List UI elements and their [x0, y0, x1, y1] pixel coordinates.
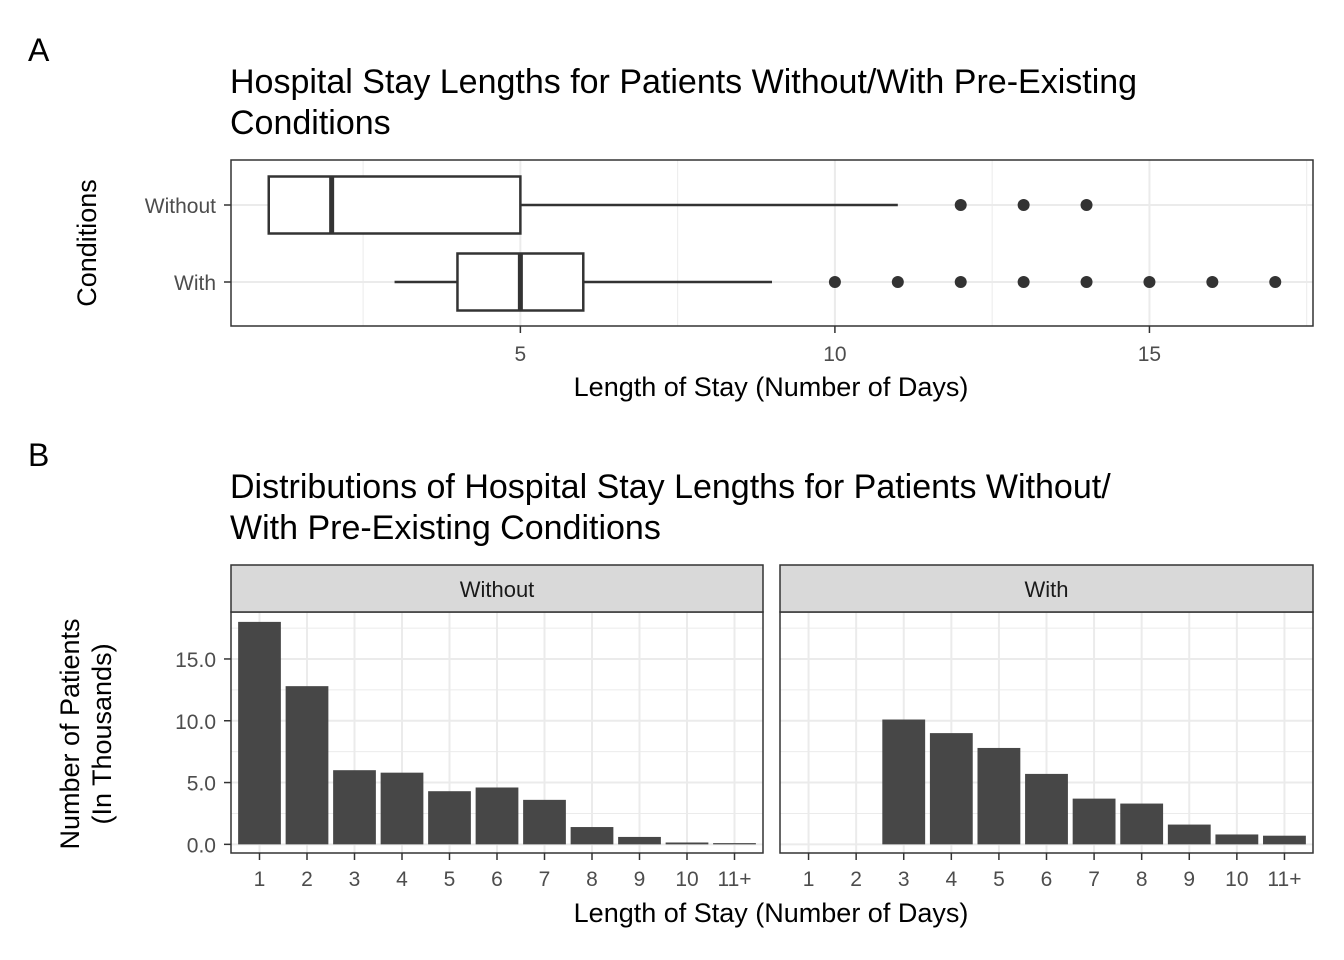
bar-without-4 [380, 772, 424, 845]
x-tick-label: 5 [444, 868, 456, 891]
x-tick-label: 5 [993, 868, 1005, 891]
bar-with-8 [1120, 803, 1164, 845]
y-tick-label: Without [145, 195, 216, 218]
outlier-point [954, 199, 967, 211]
panel-b-tag: B [28, 437, 49, 473]
outlier-point [1080, 276, 1093, 288]
bar-with-3 [882, 719, 926, 845]
facet-strip [230, 564, 764, 613]
facet-strip [779, 564, 1314, 613]
x-tick-label: 3 [898, 868, 910, 891]
y-tick-label: 10.0 [175, 711, 216, 734]
panel-a-y-axis-title: Conditions [72, 179, 102, 307]
bar-without-7 [523, 799, 566, 845]
panel-b-title-line-2: With Pre-Existing Conditions [230, 509, 661, 547]
facet-without: Without 1 2 3 4 5 6 7 8 9 10 11+ 0.0 5.0 10.0 15.0 [175, 564, 764, 891]
x-tick-label: 15 [1138, 343, 1161, 366]
outlier-point [954, 276, 967, 288]
outlier-point [1017, 276, 1030, 288]
panel-a-x-axis-title: Length of Stay (Number of Days) [574, 372, 969, 402]
panel-a-tag: A [28, 32, 50, 68]
x-tick-label: 7 [539, 868, 551, 891]
bar-with-11+ [1263, 835, 1306, 845]
facet-with: With 1 2 3 4 5 6 7 8 9 10 11+ [779, 564, 1314, 891]
x-tick-label: 8 [1136, 868, 1148, 891]
y-tick-label: 15.0 [175, 649, 216, 672]
panel-b-y-axis-title-line-2: (In Thousands) [87, 643, 117, 824]
panel-b-y-axis-title-line-1: Number of Patients [55, 618, 85, 849]
x-tick-label: 3 [349, 868, 361, 891]
bar-without-1 [238, 621, 281, 845]
x-tick-label: 11+ [1267, 868, 1301, 891]
x-tick-label: 4 [396, 868, 408, 891]
outlier-point [891, 276, 904, 288]
facet-strip-label: Without [460, 577, 535, 602]
panel-b-x-axis-title: Length of Stay (Number of Days) [574, 898, 969, 928]
bar-with-7 [1072, 798, 1116, 845]
x-tick-label: 2 [301, 868, 313, 891]
bar-with-4 [929, 733, 973, 845]
panel-b-title-line-1: Distributions of Hospital Stay Lengths f… [230, 468, 1111, 506]
bar-without-8 [570, 827, 614, 845]
x-tick-label: 10 [675, 868, 698, 891]
bar-with-10 [1215, 834, 1259, 845]
outlier-point [1143, 276, 1156, 288]
x-tick-label: 7 [1088, 868, 1100, 891]
x-tick-label: 5 [515, 343, 527, 366]
box-with [394, 252, 1282, 312]
x-tick-label: 1 [803, 868, 815, 891]
bar-with-6 [1025, 773, 1068, 845]
bar-without-11+ [713, 843, 756, 845]
bar-without-10 [665, 842, 709, 845]
x-tick-label: 2 [850, 868, 862, 891]
boxplot-plot-area: Without With 5 10 15 [145, 159, 1314, 366]
bar-with-5 [977, 747, 1021, 845]
bar-without-6 [475, 787, 519, 845]
panel-a: A Hospital Stay Lengths for Patients Wit… [28, 32, 1314, 402]
x-tick-label: 4 [945, 868, 957, 891]
bar-without-2 [285, 686, 329, 845]
panel-a-title-line-2: Conditions [230, 104, 391, 142]
panel-a-title-line-1: Hospital Stay Lengths for Patients Witho… [230, 63, 1137, 101]
x-tick-label: 6 [1041, 868, 1053, 891]
facet-strip-label: With [1025, 577, 1069, 602]
bar-without-3 [333, 770, 376, 845]
y-tick-label: With [174, 272, 216, 295]
x-tick-label: 8 [586, 868, 598, 891]
x-tick-label: 1 [254, 868, 266, 891]
bar-without-9 [618, 836, 661, 845]
x-tick-label: 10 [1225, 868, 1248, 891]
iqr-box [267, 175, 522, 235]
y-tick-label: 5.0 [187, 773, 216, 796]
outlier-point [1080, 199, 1093, 211]
y-tick-label: 0.0 [187, 834, 216, 857]
panel-a-frame [230, 159, 1314, 327]
panel-b: B Distributions of Hospital Stay Lengths… [28, 437, 1314, 928]
x-tick-label: 9 [1183, 868, 1195, 891]
x-tick-label: 10 [823, 343, 846, 366]
x-tick-label: 9 [634, 868, 646, 891]
bar-with-9 [1167, 824, 1211, 845]
x-tick-label: 6 [491, 868, 503, 891]
outlier-point [1206, 276, 1219, 288]
box-without [267, 175, 1093, 235]
x-tick-label: 11+ [717, 868, 751, 891]
bar-without-5 [428, 791, 471, 845]
outlier-point [828, 276, 841, 288]
outlier-point [1017, 199, 1030, 211]
outlier-point [1269, 276, 1282, 288]
bar-facets-area: Without 1 2 3 4 5 6 7 8 9 10 11+ 0.0 5.0 10.0 15.0 With 1… [175, 564, 1314, 891]
